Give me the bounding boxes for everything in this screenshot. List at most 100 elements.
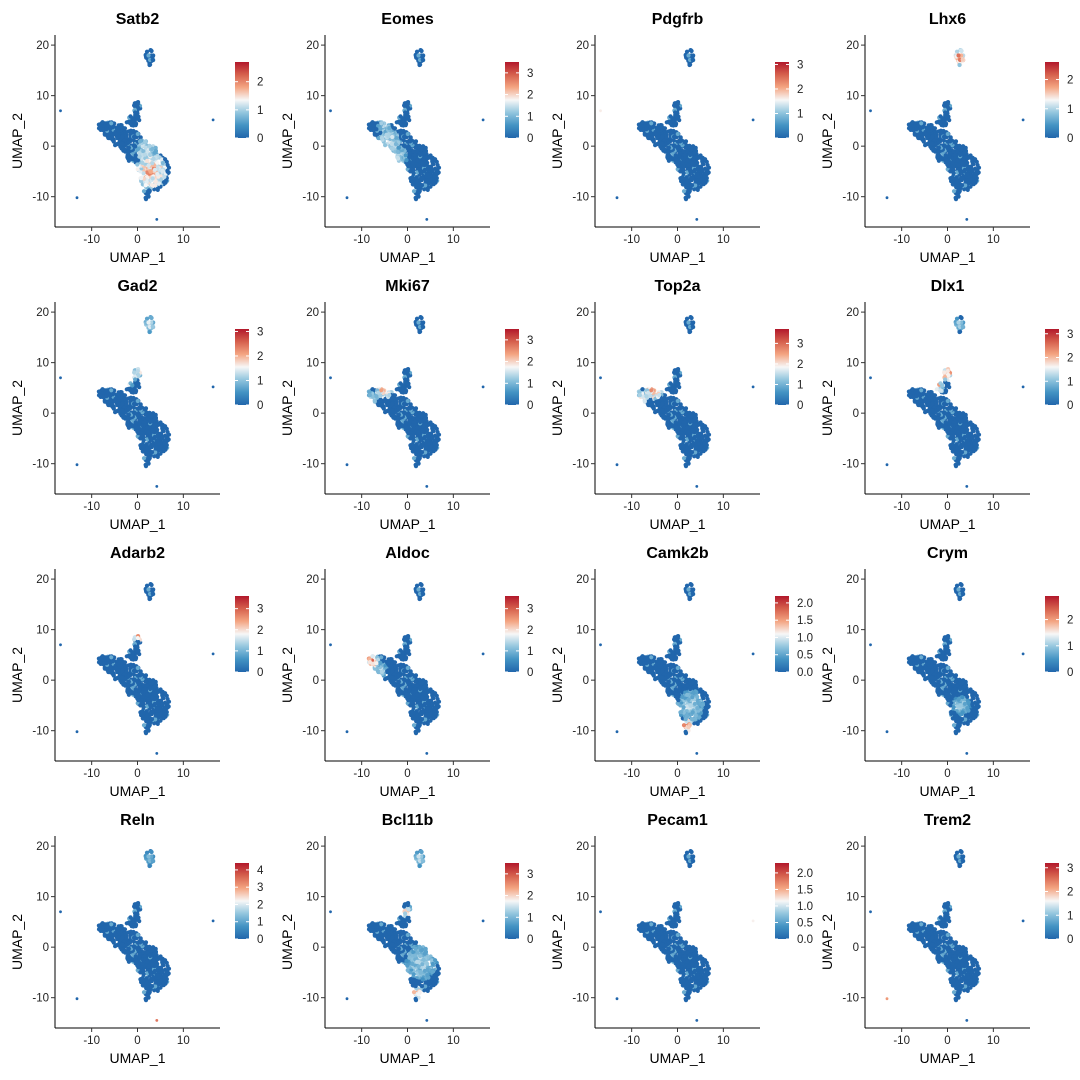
data-point — [406, 106, 411, 111]
data-point — [407, 151, 412, 156]
data-point — [104, 127, 109, 132]
data-point — [926, 134, 931, 139]
data-point — [148, 436, 153, 441]
x-tick-label: 10 — [447, 501, 460, 513]
data-point — [927, 126, 932, 131]
data-point — [146, 458, 151, 463]
data-point — [668, 121, 674, 126]
y-axis-label: UMAP_2 — [279, 113, 295, 169]
data-point — [119, 141, 124, 146]
data-point — [676, 106, 681, 111]
data-point — [943, 144, 948, 149]
data-point — [389, 146, 394, 151]
data-point — [413, 412, 418, 417]
data-point — [162, 441, 167, 446]
x-axis-label: UMAP_1 — [109, 516, 165, 532]
data-point — [405, 114, 410, 119]
data-point — [681, 189, 687, 194]
data-point — [145, 158, 150, 163]
data-point — [148, 169, 153, 174]
y-tick-label: -10 — [572, 192, 589, 204]
x-tick-label: 0 — [944, 234, 950, 246]
colorbar — [775, 62, 789, 138]
y-tick-label: 0 — [313, 408, 319, 420]
data-point — [960, 176, 965, 181]
data-point — [379, 402, 384, 407]
data-point — [405, 429, 410, 434]
data-point — [152, 417, 157, 422]
data-point — [675, 102, 680, 107]
data-point — [410, 427, 415, 432]
data-point — [432, 441, 437, 446]
data-point — [136, 106, 141, 111]
data-point — [674, 158, 679, 163]
data-point — [150, 57, 155, 62]
data-point — [155, 485, 159, 488]
data-point — [75, 463, 79, 467]
y-tick-label: 10 — [576, 91, 589, 103]
data-point — [404, 158, 409, 163]
colorbar — [235, 62, 249, 138]
data-point — [683, 195, 688, 200]
data-point — [140, 427, 145, 432]
data-point — [943, 110, 948, 115]
y-tick-label: -10 — [302, 192, 319, 204]
data-point — [955, 158, 960, 163]
data-point — [162, 174, 167, 179]
colorbar-tick-label: 1 — [797, 108, 803, 120]
data-point — [402, 103, 407, 108]
data-point — [695, 172, 700, 177]
data-point — [149, 183, 155, 188]
data-point — [751, 118, 755, 122]
data-point — [370, 120, 375, 125]
data-point — [673, 144, 678, 149]
data-point — [390, 134, 395, 140]
data-point — [392, 393, 398, 398]
data-point — [958, 169, 963, 174]
data-point — [666, 145, 672, 150]
data-point — [405, 398, 410, 404]
colorbar-tick-label: 1 — [257, 375, 263, 387]
data-point — [959, 183, 965, 188]
data-point — [962, 167, 968, 172]
data-point — [392, 126, 398, 131]
data-point — [413, 195, 418, 200]
data-point — [143, 139, 148, 144]
data-point — [413, 450, 418, 455]
data-point — [420, 443, 425, 448]
data-point — [403, 411, 408, 416]
colorbar-tick-label: 0 — [257, 400, 263, 412]
data-point — [673, 153, 678, 158]
data-point — [104, 394, 109, 399]
data-point — [143, 462, 148, 467]
data-point — [421, 423, 426, 428]
data-point — [422, 167, 427, 172]
data-point — [136, 373, 141, 378]
data-point — [152, 187, 157, 192]
data-point — [386, 401, 391, 406]
data-point — [405, 102, 410, 107]
colorbar-tick-label: 1 — [527, 378, 533, 390]
data-point — [132, 370, 137, 375]
data-point — [145, 425, 150, 430]
x-axis-label: UMAP_1 — [649, 249, 705, 265]
data-point — [141, 189, 147, 194]
data-point — [690, 57, 695, 62]
data-point — [1021, 118, 1025, 122]
data-point — [329, 376, 332, 380]
x-axis-label: UMAP_1 — [379, 249, 435, 265]
data-point — [146, 163, 151, 168]
data-point — [411, 456, 417, 461]
data-point — [119, 146, 124, 151]
data-point — [929, 141, 934, 146]
colorbar-tick-label: 2 — [527, 357, 533, 369]
data-point — [420, 57, 425, 62]
data-point — [413, 139, 418, 144]
data-point — [935, 155, 940, 160]
data-point — [125, 149, 130, 154]
data-point — [415, 170, 420, 175]
data-point — [143, 183, 148, 188]
